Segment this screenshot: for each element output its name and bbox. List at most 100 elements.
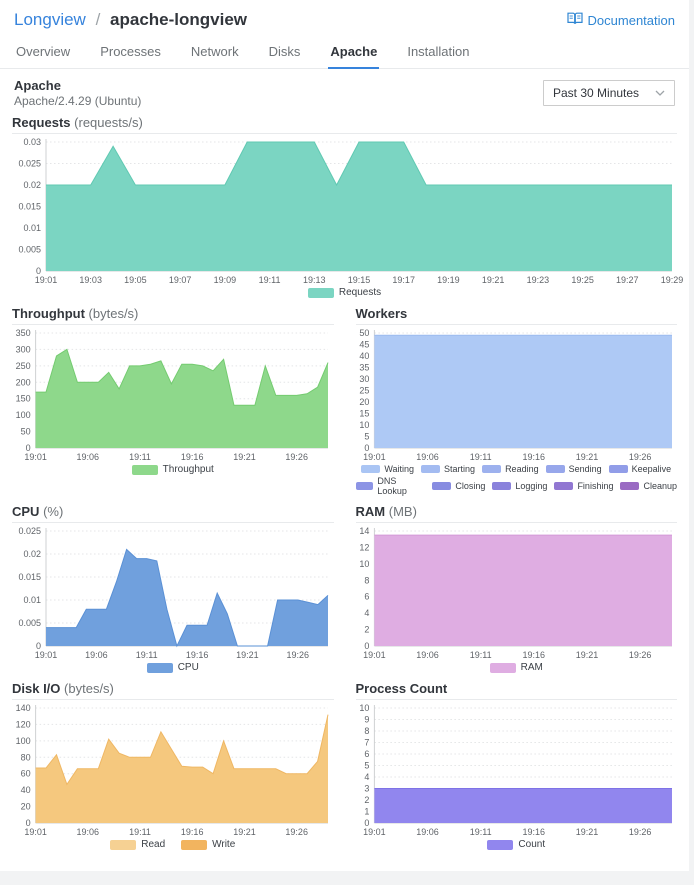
svg-text:19:21: 19:21 xyxy=(233,452,256,462)
charts-area: Requests (requests/s) 0 0.005 0.01 0.015 0.0… xyxy=(0,113,689,850)
svg-text:19:21: 19:21 xyxy=(575,827,598,837)
svg-text:0.025: 0.025 xyxy=(18,159,41,169)
svg-text:19:11: 19:11 xyxy=(129,827,151,837)
disk-io-chart-title: Disk I/O (bytes/s) xyxy=(12,681,334,700)
page-header: Longview / apache-longview Documentation xyxy=(0,0,689,30)
svg-text:5: 5 xyxy=(364,432,369,442)
chart-unit-text: (%) xyxy=(43,504,64,519)
svg-text:8: 8 xyxy=(364,575,369,585)
legend-item: Waiting xyxy=(361,464,414,474)
svg-text:0.03: 0.03 xyxy=(23,137,41,147)
svg-text:19:19: 19:19 xyxy=(437,275,460,285)
tab-overview[interactable]: Overview xyxy=(16,44,71,59)
breadcrumb-separator: / xyxy=(95,10,101,29)
svg-text:0.015: 0.015 xyxy=(18,572,41,582)
legend-row: Requests xyxy=(307,287,381,298)
breadcrumb-client-name: apache-longview xyxy=(110,10,248,29)
svg-text:19:11: 19:11 xyxy=(469,452,491,462)
legend-item: Cleanup xyxy=(620,476,677,496)
svg-text:19:09: 19:09 xyxy=(214,275,237,285)
tab-disks[interactable]: Disks xyxy=(268,44,301,59)
svg-text:0.02: 0.02 xyxy=(23,549,41,559)
documentation-link[interactable]: Documentation xyxy=(566,12,675,28)
svg-text:19:11: 19:11 xyxy=(129,452,151,462)
panel-title: Apache xyxy=(14,78,61,93)
svg-text:0: 0 xyxy=(36,641,41,651)
requests-chart-title: Requests (requests/s) xyxy=(12,115,677,134)
disk-io-legend: Read Write xyxy=(12,839,334,850)
svg-text:19:01: 19:01 xyxy=(35,650,58,660)
legend-swatch xyxy=(131,464,158,475)
legend-swatch xyxy=(487,839,514,850)
svg-text:200: 200 xyxy=(16,377,31,387)
chart-title-text: Disk I/O xyxy=(12,681,61,696)
book-icon xyxy=(566,12,583,28)
legend-row: Read Write xyxy=(110,839,235,850)
svg-text:2: 2 xyxy=(364,795,369,805)
svg-text:19:21: 19:21 xyxy=(236,650,259,660)
svg-text:19:27: 19:27 xyxy=(616,275,639,285)
svg-text:9: 9 xyxy=(364,715,369,725)
svg-text:2: 2 xyxy=(364,625,369,635)
legend-swatch xyxy=(608,465,628,473)
legend-row: DNS Lookup Closing Logging Finishing Cleanup xyxy=(355,476,677,496)
svg-text:140: 140 xyxy=(16,703,31,713)
svg-text:19:16: 19:16 xyxy=(181,827,204,837)
svg-text:10: 10 xyxy=(359,559,369,569)
svg-text:80: 80 xyxy=(21,752,31,762)
legend-swatch xyxy=(554,482,574,490)
tab-network[interactable]: Network xyxy=(190,44,239,59)
legend-swatch xyxy=(361,465,381,473)
legend-item: Write xyxy=(181,839,235,850)
svg-text:350: 350 xyxy=(16,328,31,338)
panel-subtitle: Apache/2.4.29 (Ubuntu) xyxy=(14,94,142,108)
legend-swatch xyxy=(545,465,565,473)
chevron-down-icon xyxy=(655,90,665,96)
svg-text:19:11: 19:11 xyxy=(469,827,491,837)
svg-text:0.01: 0.01 xyxy=(23,595,41,605)
legend-item: DNS Lookup xyxy=(355,476,426,496)
svg-text:45: 45 xyxy=(359,340,369,350)
time-range-select[interactable]: Past 30 Minutes xyxy=(543,80,675,106)
tab-processes[interactable]: Processes xyxy=(100,44,161,59)
svg-text:19:26: 19:26 xyxy=(628,650,651,660)
legend-swatch xyxy=(307,287,334,298)
svg-text:19:11: 19:11 xyxy=(136,650,158,660)
chart-title-text: Workers xyxy=(355,306,408,321)
svg-text:20: 20 xyxy=(359,397,369,407)
chart-unit-text: (MB) xyxy=(388,504,417,519)
svg-text:19:26: 19:26 xyxy=(287,650,310,660)
svg-text:10: 10 xyxy=(359,420,369,430)
svg-text:19:26: 19:26 xyxy=(628,827,651,837)
tab-installation[interactable]: Installation xyxy=(407,44,470,59)
workers-legend: Waiting Starting Reading Sending Keepalive DN… xyxy=(355,464,677,496)
chart-unit-text: (requests/s) xyxy=(74,115,143,130)
svg-text:19:01: 19:01 xyxy=(363,650,386,660)
charts-row-1: Throughput (bytes/s) 0 50 100 150 200 250 300 3… xyxy=(12,306,677,496)
legend-swatch xyxy=(489,662,516,673)
svg-text:19:01: 19:01 xyxy=(24,827,47,837)
svg-text:19:21: 19:21 xyxy=(575,650,598,660)
svg-text:0: 0 xyxy=(26,818,31,828)
svg-text:19:16: 19:16 xyxy=(522,650,545,660)
breadcrumb-longview-link[interactable]: Longview xyxy=(14,10,86,29)
legend-item: Closing xyxy=(432,476,485,496)
svg-text:19:16: 19:16 xyxy=(522,827,545,837)
svg-text:19:26: 19:26 xyxy=(285,827,308,837)
documentation-label: Documentation xyxy=(587,12,675,28)
svg-text:0.025: 0.025 xyxy=(18,526,41,536)
svg-text:4: 4 xyxy=(364,608,369,618)
legend-item: Requests xyxy=(307,287,381,298)
svg-text:4: 4 xyxy=(364,772,369,782)
legend-item: Throughput xyxy=(131,464,214,475)
svg-text:7: 7 xyxy=(364,738,369,748)
legend-swatch xyxy=(620,482,640,490)
svg-text:19:06: 19:06 xyxy=(416,452,439,462)
tab-apache[interactable]: Apache xyxy=(328,39,380,69)
svg-text:19:06: 19:06 xyxy=(416,827,439,837)
workers-chart: Workers 0 5 10 15 20 25 30 35 40 45 50 19:01 19:06 19… xyxy=(355,306,677,496)
svg-text:300: 300 xyxy=(16,344,31,354)
svg-text:60: 60 xyxy=(21,769,31,779)
legend-row: Waiting Starting Reading Sending Keepalive xyxy=(361,464,671,474)
svg-text:150: 150 xyxy=(16,394,31,404)
